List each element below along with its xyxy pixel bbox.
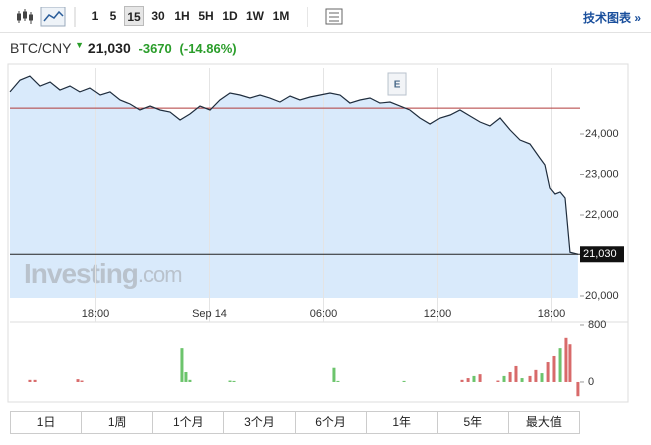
volume-bar (508, 371, 512, 382)
volume-bar (528, 375, 532, 382)
y-tick-label: 24,000 (585, 128, 619, 140)
volume-bar (520, 378, 524, 382)
last-price-box (580, 246, 624, 263)
last-price-label: 21,030 (583, 248, 617, 260)
x-tick-label: 18:00 (538, 308, 566, 320)
volume-bar (552, 355, 556, 382)
volume-bar (514, 365, 518, 382)
volume-bar (402, 380, 406, 382)
volume-bar (184, 371, 188, 382)
volume-bar (180, 348, 184, 382)
range-button[interactable]: 最大值 (525, 415, 562, 429)
volume-bar (502, 375, 506, 382)
x-tick-label: 18:00 (82, 308, 110, 320)
volume-bar (466, 378, 470, 382)
y-tick-label: 22,000 (585, 209, 619, 221)
interval-button[interactable]: 1H (174, 9, 190, 23)
volume-bar (28, 379, 32, 382)
event-marker-label: E (394, 80, 401, 91)
range-bar: 1日 1周 1个月 3个月 6个月 1年 5年 最大值 (10, 411, 580, 434)
volume-bar (478, 374, 482, 382)
range-button[interactable]: 3个月 (224, 412, 296, 433)
interval-button[interactable]: 5 (109, 9, 117, 23)
volume-bar (33, 379, 37, 382)
range-button[interactable]: 6个月 (296, 412, 367, 433)
volume-bar (558, 348, 562, 382)
chart-frame (7, 63, 629, 403)
interval-button[interactable]: 1D (222, 9, 238, 23)
x-tick-label: 12:00 (424, 308, 452, 320)
interval-button[interactable]: 1 (91, 9, 99, 23)
toolbar: 1 5 15 30 1H 5H 1D 1W 1M 技术图表 » (0, 0, 651, 33)
volume-bar (332, 367, 336, 382)
chart-type-icons (17, 7, 76, 27)
price-line (9, 75, 579, 255)
settings-icon[interactable] (307, 7, 347, 27)
volume-bar (564, 337, 568, 382)
volume-bar (546, 362, 550, 382)
volume-bar (496, 380, 500, 382)
y-tick-label: 800 (588, 319, 606, 331)
volume-bar (472, 375, 476, 382)
range-button[interactable]: 1个月 (153, 412, 225, 433)
volume-bar (568, 344, 572, 382)
range-button[interactable]: 5年 (438, 412, 509, 433)
watermark: Investing.com (24, 258, 182, 289)
interval-button[interactable]: 1W (246, 9, 264, 23)
change: -3670 (138, 41, 172, 56)
change-percent: (-14.86%) (179, 41, 237, 56)
up-arrow: ▼ (75, 40, 85, 50)
area-fill (10, 76, 578, 298)
volume-bar (228, 380, 232, 382)
x-tick-label: 06:00 (310, 308, 338, 320)
chart: Investing.com 18:00 Sep 14 06:00 12:00 18:00 2… (7, 63, 629, 403)
candle-icon[interactable] (17, 9, 33, 24)
volume-bar (540, 373, 544, 382)
volume-bar (336, 380, 340, 382)
y-tick-label: 23,000 (585, 168, 619, 180)
price: 21,030 (87, 40, 131, 56)
x-tick-label: Sep 14 (192, 308, 227, 320)
volume-bar (576, 381, 580, 397)
volume-bar (534, 369, 538, 382)
volume-bar (232, 380, 236, 382)
volume-bar (80, 380, 84, 382)
y-tick-label: 0 (588, 376, 594, 388)
interval-button[interactable]: 15 (124, 6, 144, 26)
y-tick-label: 20,000 (585, 290, 619, 302)
interval-button[interactable]: 30 (151, 9, 165, 23)
quote-header: BTC/CNY ▼ 21,030 -3670 (-14.86%) (10, 40, 237, 56)
watermark-brand: Investing (24, 258, 138, 289)
interval-button[interactable]: 1M (272, 9, 290, 23)
tech-chart-link[interactable]: 技术图表 » (582, 11, 641, 25)
event-marker[interactable] (387, 72, 407, 96)
interval-button[interactable]: 5H (198, 9, 214, 23)
volume-bar (76, 379, 80, 382)
range-button[interactable]: 1年 (367, 412, 438, 433)
watermark-domain: .com (138, 262, 182, 287)
volume-bar (460, 379, 464, 382)
range-button[interactable]: 1日 (11, 412, 83, 433)
range-button[interactable]: 1周 (82, 412, 154, 433)
volume-bar (188, 379, 192, 382)
symbol: BTC/CNY (10, 40, 72, 56)
